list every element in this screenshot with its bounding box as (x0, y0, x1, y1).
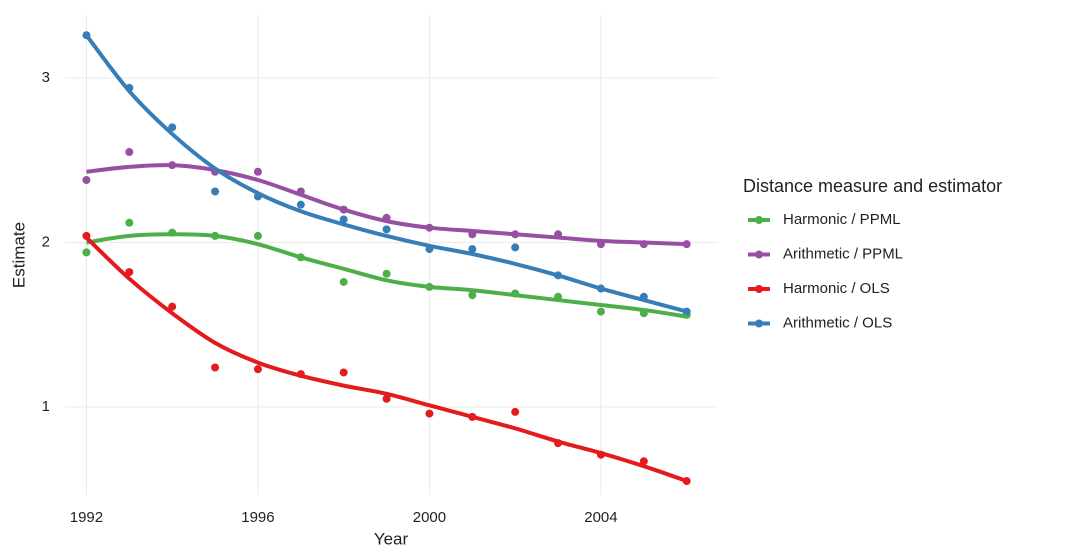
point (168, 123, 177, 132)
point (511, 407, 520, 416)
point (511, 243, 520, 252)
point (339, 215, 348, 224)
point (339, 368, 348, 377)
point (382, 269, 391, 278)
x-tick-label: 1996 (241, 509, 274, 526)
point (468, 291, 477, 300)
legend-swatch-dot (755, 285, 763, 293)
point (125, 218, 134, 227)
y-axis-label: Estimate (9, 222, 28, 288)
point (596, 307, 605, 316)
point (296, 200, 305, 209)
legend-swatch-dot (755, 319, 763, 328)
smooth-line (86, 232, 688, 319)
point (382, 394, 391, 403)
point (253, 365, 262, 374)
y-tick-label: 1 (42, 398, 50, 415)
smooth-line (86, 163, 687, 247)
point (82, 248, 91, 257)
smooth-line (85, 236, 688, 483)
point (468, 245, 477, 254)
point (339, 277, 348, 286)
point (639, 457, 648, 466)
point (168, 302, 177, 311)
y-tick-label: 3 (42, 69, 50, 86)
point (82, 175, 91, 184)
x-tick-label: 1992 (70, 509, 103, 526)
point (425, 409, 434, 418)
smooth-line (84, 34, 688, 314)
point (253, 231, 262, 240)
legend-swatch-dot (755, 250, 763, 259)
legend-label: Harmonic / OLS (783, 280, 890, 297)
y-tick-label: 2 (42, 233, 50, 250)
legend-label: Arithmetic / PPML (783, 245, 903, 262)
x-tick-label: 2004 (584, 509, 617, 526)
point (211, 187, 220, 196)
legend-label: Arithmetic / OLS (783, 314, 892, 331)
legend-swatch-dot (755, 216, 763, 224)
x-axis-label: Year (374, 529, 409, 548)
legend-title: Distance measure and estimator (743, 176, 1002, 196)
point (253, 167, 262, 176)
point (125, 148, 134, 157)
point (211, 363, 220, 372)
point (125, 268, 134, 277)
legend-label: Harmonic / PPML (783, 211, 901, 228)
point (382, 225, 391, 234)
x-tick-label: 2000 (413, 509, 446, 526)
